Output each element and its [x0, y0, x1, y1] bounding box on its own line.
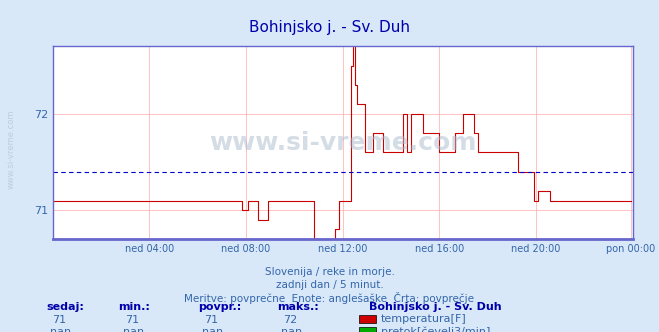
Text: 71: 71: [52, 315, 67, 325]
Text: 71: 71: [125, 315, 139, 325]
Text: www.si-vreme.com: www.si-vreme.com: [7, 110, 16, 189]
Text: Bohinjsko j. - Sv. Duh: Bohinjsko j. - Sv. Duh: [249, 20, 410, 35]
Text: 71: 71: [204, 315, 218, 325]
Text: -nan: -nan: [277, 327, 302, 332]
Text: sedaj:: sedaj:: [46, 302, 84, 312]
Text: povpr.:: povpr.:: [198, 302, 241, 312]
Text: min.:: min.:: [119, 302, 150, 312]
Text: -nan: -nan: [119, 327, 144, 332]
Text: Bohinjsko j. - Sv. Duh: Bohinjsko j. - Sv. Duh: [369, 302, 501, 312]
Text: Slovenija / reke in morje.: Slovenija / reke in morje.: [264, 267, 395, 277]
Text: -nan: -nan: [47, 327, 72, 332]
Text: maks.:: maks.:: [277, 302, 318, 312]
Text: www.si-vreme.com: www.si-vreme.com: [209, 131, 476, 155]
Text: zadnji dan / 5 minut.: zadnji dan / 5 minut.: [275, 280, 384, 290]
Text: pretok[čevelj3/min]: pretok[čevelj3/min]: [381, 326, 490, 332]
Text: Meritve: povprečne  Enote: anglešaške  Črta: povprečje: Meritve: povprečne Enote: anglešaške Črt…: [185, 292, 474, 304]
Text: -nan: -nan: [198, 327, 223, 332]
Text: 72: 72: [283, 315, 297, 325]
Text: temperatura[F]: temperatura[F]: [381, 314, 467, 324]
